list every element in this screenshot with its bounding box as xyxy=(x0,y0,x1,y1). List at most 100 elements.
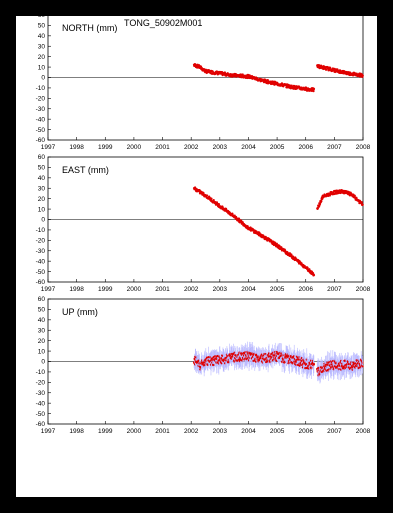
x-tick-label: 2003 xyxy=(213,286,228,293)
y-tick-label: 30 xyxy=(38,43,46,50)
y-tick-label: 50 xyxy=(38,307,46,314)
y-tick-label: 20 xyxy=(38,196,46,203)
x-tick-label: 2004 xyxy=(241,144,256,151)
data-point xyxy=(317,205,321,208)
data-point xyxy=(360,201,363,204)
x-tick-label: 2002 xyxy=(184,144,199,151)
y-tick-label: 0 xyxy=(41,75,45,82)
x-tick-label: 2006 xyxy=(298,144,313,151)
x-tick-label: 2006 xyxy=(298,286,313,293)
y-tick-label: 30 xyxy=(38,185,46,192)
figure-page: TONG_50902M001 60 50 40 30 20 10 0 -10 -20 -30 -40… xyxy=(16,16,377,497)
data-point xyxy=(312,273,316,277)
x-tick-label: 1999 xyxy=(98,428,113,435)
x-tick-label: 2000 xyxy=(127,428,142,435)
x-tick-label: 1998 xyxy=(69,286,84,293)
x-tick-label: 2007 xyxy=(327,428,342,435)
x-tick-label: 2006 xyxy=(298,428,313,435)
y-tick-label: -10 xyxy=(36,85,46,92)
y-tick-label: -50 xyxy=(36,127,46,134)
y-tick-label: -10 xyxy=(36,369,46,376)
x-tick-label: 2004 xyxy=(241,286,256,293)
y-tick-label: -40 xyxy=(36,400,46,407)
data-point xyxy=(217,203,221,206)
data-point xyxy=(361,74,364,77)
gps-timeseries-figure: TONG_50902M001 60 50 40 30 20 10 0 -10 -20 -30 -40… xyxy=(36,16,371,435)
y-tick-label: 10 xyxy=(38,206,46,213)
data-point xyxy=(320,199,323,203)
y-tick-label: 10 xyxy=(38,348,46,355)
y-tick-label: 30 xyxy=(38,327,46,334)
x-tick-label: 1997 xyxy=(41,286,56,293)
y-tick-label: 40 xyxy=(38,175,46,182)
y-tick-label: -30 xyxy=(36,390,46,397)
data-point xyxy=(306,266,309,269)
x-tick-label: 2008 xyxy=(356,428,371,435)
y-tick-label: -60 xyxy=(36,421,46,428)
x-tick-label: 2005 xyxy=(270,286,285,293)
x-tick-label: 2008 xyxy=(356,144,371,151)
x-tick-label: 2002 xyxy=(184,286,199,293)
y-tick-label: 10 xyxy=(38,64,46,71)
data-point xyxy=(305,86,308,90)
y-tick-label: -60 xyxy=(36,137,46,144)
station-title: TONG_50902M001 xyxy=(124,18,202,28)
y-tick-label: 40 xyxy=(38,317,46,324)
x-tick-label: 1997 xyxy=(41,144,56,151)
x-tick-label: 2001 xyxy=(155,428,170,435)
data-point xyxy=(267,352,271,355)
x-tick-label: 2007 xyxy=(327,144,342,151)
data-point xyxy=(212,199,215,202)
y-tick-label: 20 xyxy=(38,54,46,61)
y-tick-label: 50 xyxy=(38,23,46,30)
x-tick-label: 2000 xyxy=(127,286,142,293)
y-tick-label: 0 xyxy=(41,217,45,224)
x-tick-label: 2001 xyxy=(155,144,170,151)
x-tick-label: 2005 xyxy=(270,428,285,435)
x-tick-label: 2005 xyxy=(270,144,285,151)
y-tick-label: -60 xyxy=(36,279,46,286)
y-tick-label: -20 xyxy=(36,96,46,103)
data-point xyxy=(312,363,316,366)
x-tick-label: 2007 xyxy=(327,286,342,293)
data-point xyxy=(312,89,315,93)
y-tick-label: -50 xyxy=(36,411,46,418)
x-tick-label: 2000 xyxy=(127,144,142,151)
plot-frame xyxy=(47,16,364,141)
y-tick-label: 60 xyxy=(38,16,46,19)
component-label: EAST (mm) xyxy=(62,165,109,175)
x-tick-label: 2001 xyxy=(155,286,170,293)
y-tick-label: 60 xyxy=(38,296,46,303)
component-label: NORTH (mm) xyxy=(62,23,117,33)
y-tick-label: -20 xyxy=(36,380,46,387)
data-point xyxy=(210,197,213,201)
x-tick-label: 2002 xyxy=(184,428,199,435)
y-tick-label: 20 xyxy=(38,338,46,345)
x-tick-label: 2008 xyxy=(356,286,371,293)
x-tick-label: 1998 xyxy=(69,428,84,435)
y-tick-label: 40 xyxy=(38,33,46,40)
x-tick-label: 2003 xyxy=(213,428,228,435)
y-tick-label: -40 xyxy=(36,258,46,265)
y-tick-label: -30 xyxy=(36,248,46,255)
data-point xyxy=(205,194,209,197)
data-point xyxy=(272,243,276,247)
y-tick-label: -30 xyxy=(36,106,46,113)
data-point xyxy=(361,203,364,206)
data-point xyxy=(311,271,315,275)
x-tick-label: 2003 xyxy=(213,144,228,151)
x-tick-label: 1998 xyxy=(69,144,84,151)
data-point xyxy=(361,365,364,368)
x-tick-label: 1997 xyxy=(41,428,56,435)
data-point xyxy=(324,68,328,71)
x-tick-label: 2004 xyxy=(241,428,256,435)
y-tick-label: -50 xyxy=(36,269,46,276)
y-tick-label: -10 xyxy=(36,227,46,234)
data-point xyxy=(250,74,254,78)
x-tick-label: 1999 xyxy=(98,144,113,151)
component-label: UP (mm) xyxy=(62,307,98,317)
x-tick-label: 1999 xyxy=(98,286,113,293)
data-point xyxy=(312,87,316,90)
data-point xyxy=(353,194,356,197)
y-tick-label: 50 xyxy=(38,165,46,172)
